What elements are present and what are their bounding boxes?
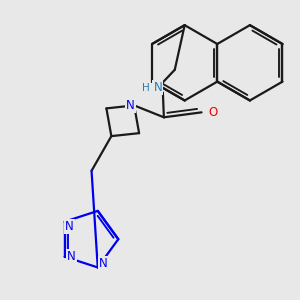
Text: O: O bbox=[209, 106, 218, 119]
Text: N: N bbox=[126, 99, 135, 112]
Text: N: N bbox=[99, 257, 108, 270]
Text: H: H bbox=[142, 82, 150, 93]
Text: N: N bbox=[154, 81, 162, 94]
Text: N: N bbox=[67, 250, 76, 263]
Text: N: N bbox=[65, 220, 74, 233]
